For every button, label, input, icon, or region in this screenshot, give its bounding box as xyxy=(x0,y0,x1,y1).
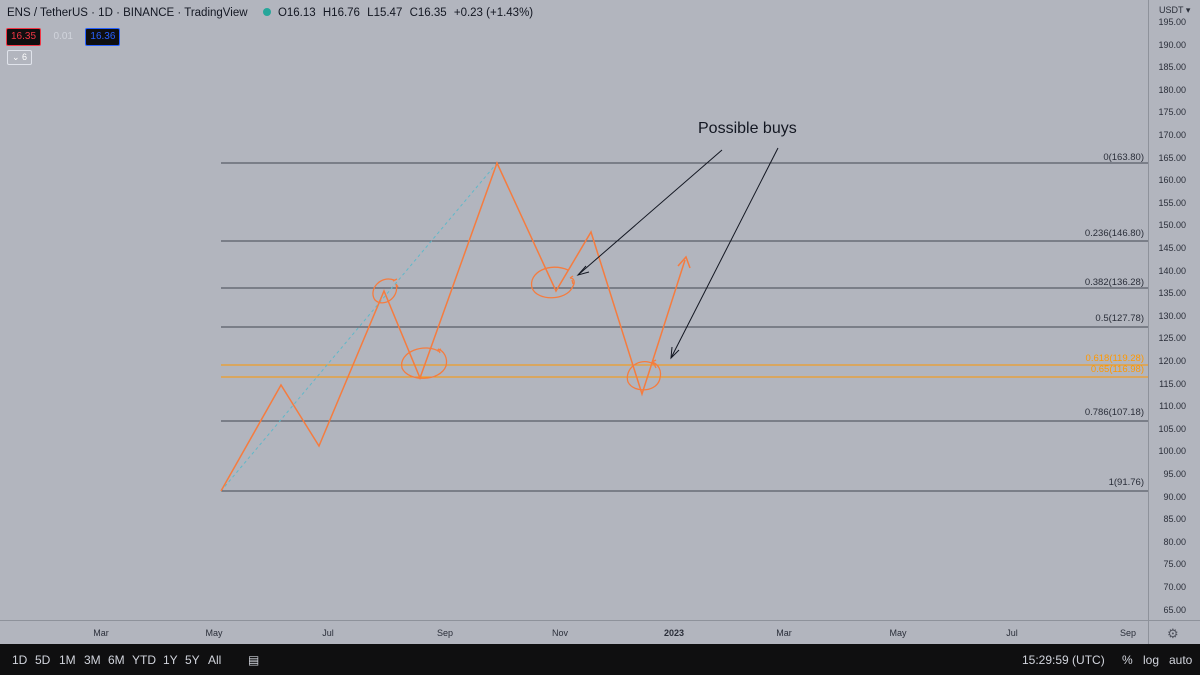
price-tick-label: 195.00 xyxy=(1158,17,1186,27)
indicators-collapse-button[interactable]: ⌄ 6 xyxy=(7,50,33,65)
time-axis[interactable]: Mar May Jul Sep Nov 2023 Mar May Jul Sep xyxy=(0,620,1148,645)
price-tick-label: 65.00 xyxy=(1163,604,1186,615)
time-tick-label: Sep xyxy=(1119,628,1137,638)
annotation-arrow-2[interactable] xyxy=(670,147,779,359)
annotation-arrow-2-head xyxy=(670,346,680,360)
price-tick-label: 125.00 xyxy=(1158,333,1186,344)
currency-selector[interactable]: USDT ▾ xyxy=(1159,5,1191,15)
range-button-3m[interactable]: 3M xyxy=(84,653,101,667)
price-tick-label: 170.00 xyxy=(1158,130,1186,140)
price-tick-label: 110.00 xyxy=(1159,401,1186,412)
circle-marker-4[interactable] xyxy=(626,359,662,391)
fib-label: 0.382(136.28) xyxy=(1084,277,1144,288)
time-tick-label: Jul xyxy=(1006,628,1018,638)
annotation-text[interactable]: Possible buys xyxy=(698,120,797,137)
log-toggle[interactable]: log xyxy=(1143,653,1160,667)
axis-corner[interactable] xyxy=(1148,620,1200,645)
spread-value: 0.01 xyxy=(53,31,73,42)
price-tick-label: 130.00 xyxy=(1158,310,1186,321)
time-tick-label: May xyxy=(889,628,907,638)
price-tick-label: 120.00 xyxy=(1158,356,1186,366)
auto-toggle[interactable]: auto xyxy=(1169,653,1193,667)
fib-label: 0.786(107.18) xyxy=(1084,407,1144,418)
price-tick-label: 180.00 xyxy=(1158,84,1186,95)
price-tick-label: 175.00 xyxy=(1158,107,1186,118)
bottom-toolbar: 1D 5D 1M 3M 6M YTD 1Y 5Y All ▤ 15:29:59 (UTC) % … xyxy=(0,644,1200,675)
price-badges: 16.35 0.01 16.36 xyxy=(6,26,124,46)
price-tick-label: 95.00 xyxy=(1163,469,1186,479)
price-projection-path[interactable] xyxy=(220,161,686,492)
clock-display[interactable]: 15:29:59 (UTC) xyxy=(1022,653,1105,667)
price-tick-label: 90.00 xyxy=(1163,491,1186,502)
buy-price-button[interactable]: 16.36 xyxy=(85,28,121,46)
fib-label: 0(163.80) xyxy=(1103,152,1144,163)
date-range-calendar-icon[interactable]: ▤ xyxy=(248,653,260,667)
range-button-5y[interactable]: 5Y xyxy=(185,653,200,667)
drawing-layer[interactable] xyxy=(0,0,1148,620)
time-tick-label: Mar xyxy=(776,628,792,638)
time-tick-label: Sep xyxy=(436,628,454,638)
time-tick-label: Nov xyxy=(551,628,569,638)
price-tick-label: 190.00 xyxy=(1158,39,1186,50)
circle-marker-1[interactable] xyxy=(372,278,399,304)
price-tick-label: 105.00 xyxy=(1158,423,1186,434)
fib-label: 0.236(146.80) xyxy=(1084,228,1144,239)
symbol-title[interactable]: ENS / TetherUS · 1D · BINANCE · TradingV… xyxy=(7,7,248,19)
time-tick-label: Mar xyxy=(93,628,109,638)
price-tick-label: 70.00 xyxy=(1163,582,1186,592)
chart-legend: ENS / TetherUS · 1D · BINANCE · TradingV… xyxy=(7,7,537,19)
price-tick-label: 160.00 xyxy=(1158,175,1186,186)
fib-label: 0.618(119.28) xyxy=(1085,353,1144,364)
price-tick-label: 135.00 xyxy=(1158,288,1186,299)
percent-toggle[interactable]: % xyxy=(1122,653,1133,667)
market-status-icon xyxy=(262,8,271,16)
chart-pane[interactable]: ENS / TetherUS · 1D · BINANCE · TradingV… xyxy=(0,0,1148,620)
low-value: L15.47 xyxy=(367,7,403,19)
settings-gear-icon[interactable]: ⚙ xyxy=(1167,626,1179,641)
time-tick-label: 2023 xyxy=(663,628,685,638)
price-tick-label: 155.00 xyxy=(1158,197,1186,208)
range-button-6m[interactable]: 6M xyxy=(108,653,125,667)
range-button-5d[interactable]: 5D xyxy=(35,653,51,667)
range-button-1y[interactable]: 1Y xyxy=(163,653,178,667)
open-value: O16.13 xyxy=(277,7,316,19)
annotation-arrow-1-head xyxy=(576,265,590,276)
fib-label: 0.5(127.78) xyxy=(1095,313,1144,324)
circle-marker-3[interactable] xyxy=(531,266,575,299)
price-tick-label: 75.00 xyxy=(1163,559,1186,570)
price-tick-label: 185.00 xyxy=(1158,62,1186,73)
change-value: +0.23 (+1.43%) xyxy=(453,7,534,19)
projection-arrowhead xyxy=(677,255,691,269)
price-tick-label: 85.00 xyxy=(1163,514,1186,525)
price-tick-label: 100.00 xyxy=(1158,446,1186,457)
price-tick-label: 145.00 xyxy=(1158,243,1186,253)
range-button-1m[interactable]: 1M xyxy=(59,653,76,667)
fib-label: 0.65(116.98) xyxy=(1090,364,1144,375)
fib-label: 1(91.76) xyxy=(1108,477,1144,488)
time-tick-label: Jul xyxy=(322,628,334,638)
price-tick-label: 140.00 xyxy=(1158,265,1186,276)
range-button-1d[interactable]: 1D xyxy=(12,653,28,667)
price-tick-label: 150.00 xyxy=(1158,220,1186,231)
circle-marker-2[interactable] xyxy=(401,347,448,379)
high-value: H16.76 xyxy=(322,7,360,19)
price-tick-label: 80.00 xyxy=(1163,536,1186,547)
price-tick-label: 165.00 xyxy=(1158,152,1186,163)
annotation-arrow-1[interactable] xyxy=(577,149,723,276)
price-axis[interactable]: USDT ▾ 195.00 190.00 185.00 180.00 175.00 170… xyxy=(1148,0,1200,620)
sell-price-button[interactable]: 16.35 xyxy=(6,28,42,46)
time-tick-label: May xyxy=(205,628,223,638)
price-tick-label: 115.00 xyxy=(1159,378,1186,389)
close-value: C16.35 xyxy=(409,7,447,19)
range-button-all[interactable]: All xyxy=(208,653,222,667)
range-button-ytd[interactable]: YTD xyxy=(132,653,156,667)
